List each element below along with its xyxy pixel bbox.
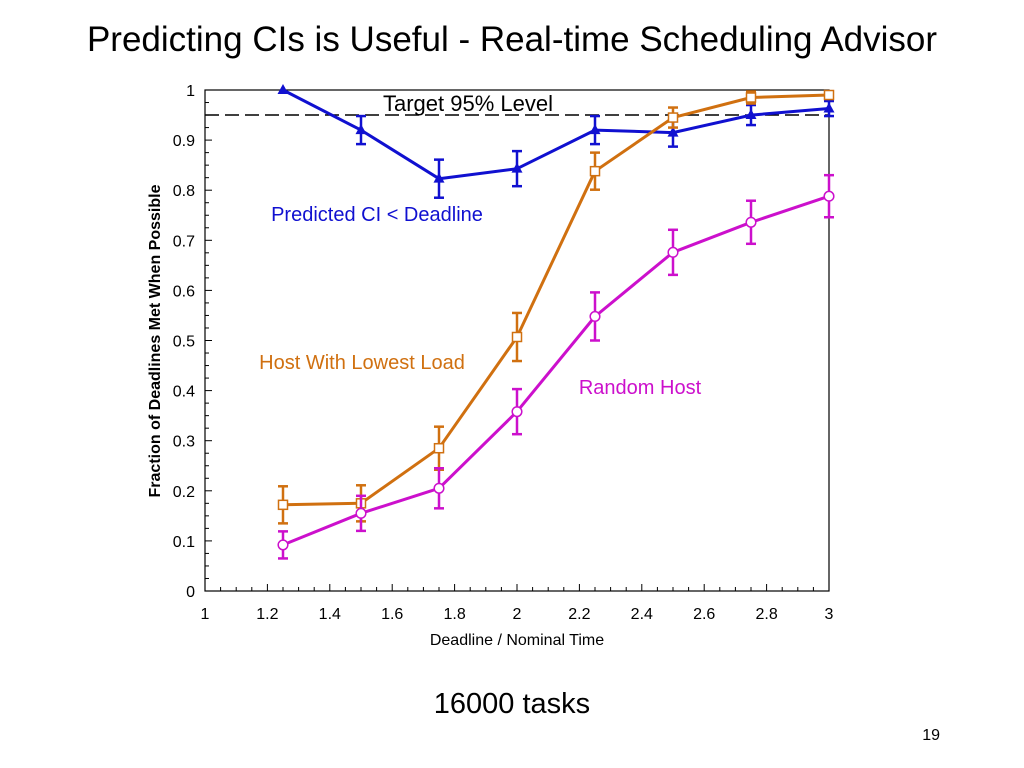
data-point (823, 102, 835, 113)
data-point (823, 89, 835, 101)
x-tick-label: 1 (201, 606, 210, 623)
y-tick-label: 0.4 (173, 384, 195, 401)
series-line (282, 93, 830, 507)
y-tick-label: 0.3 (173, 434, 195, 451)
data-point (589, 165, 601, 177)
data-point (511, 406, 523, 418)
y-tick-label: 0.8 (173, 183, 195, 200)
legend-label-random-host: Random Host (579, 377, 702, 399)
data-point (745, 109, 757, 120)
data-point (667, 126, 679, 137)
y-tick-label: 0 (186, 584, 195, 601)
x-tick-label: 1.6 (381, 606, 403, 623)
data-point (277, 84, 289, 94)
data-point (355, 124, 367, 135)
data-point (277, 539, 289, 551)
x-axis: 1 1.2 1.4 1.6 1.8 2 2.2 2.4 2.6 2.8 3 (201, 584, 834, 623)
data-point (745, 216, 757, 228)
series-circle (277, 173, 835, 560)
x-tick-label: 2.2 (568, 606, 590, 623)
reference-line-label: Target 95% Level (383, 91, 553, 116)
data-point (589, 310, 601, 323)
y-tick-label: 0.7 (173, 233, 195, 250)
y-tick-label: 0.1 (173, 534, 195, 551)
y-tick-label: 1 (186, 83, 195, 100)
data-point (433, 482, 445, 494)
x-tick-label: 1.2 (256, 606, 278, 623)
y-tick-label: 0.9 (173, 133, 195, 150)
series-line (282, 194, 830, 547)
data-point (277, 499, 289, 511)
data-point (355, 507, 367, 519)
data-point (667, 246, 679, 258)
x-axis-label: Deadline / Nominal Time (430, 632, 604, 649)
data-point (589, 124, 601, 135)
x-tick-label: 3 (825, 606, 834, 623)
x-tick-label: 2.8 (755, 606, 777, 623)
y-tick-label: 0.2 (173, 484, 195, 501)
data-point (433, 172, 445, 183)
y-tick-label: 0.6 (173, 283, 195, 300)
y-axis-label: Fraction of Deadlines Met When Possible (147, 184, 164, 497)
page-number: 19 (922, 727, 940, 744)
series-square (277, 89, 835, 525)
data-point (745, 92, 757, 103)
series-line (282, 88, 830, 181)
y-axis: 0 0.1 0.2 0.3 0.4 0.5 0.6 0.7 0.8 0.9 1 (173, 83, 212, 601)
data-point (511, 331, 523, 343)
legend-label-predicted-ci: Predicted CI < Deadline (271, 204, 483, 226)
slide-title: Predicting CIs is Useful - Real-time Sch… (86, 20, 938, 59)
series-layer (277, 84, 835, 560)
series-triangle (277, 84, 835, 199)
x-tick-label: 2 (513, 606, 522, 623)
slide-caption: 16000 tasks (433, 688, 591, 720)
x-tick-label: 2.6 (693, 606, 715, 623)
y-tick-label: 0.5 (173, 334, 195, 351)
data-point (433, 442, 445, 454)
data-point (823, 190, 835, 202)
x-tick-label: 1.4 (319, 606, 341, 623)
legend-label-lowest-load: Host With Lowest Load (259, 352, 465, 374)
x-tick-label: 2.4 (631, 606, 653, 623)
x-tick-label: 1.8 (443, 606, 465, 623)
data-point (667, 112, 679, 123)
data-point (511, 162, 523, 173)
